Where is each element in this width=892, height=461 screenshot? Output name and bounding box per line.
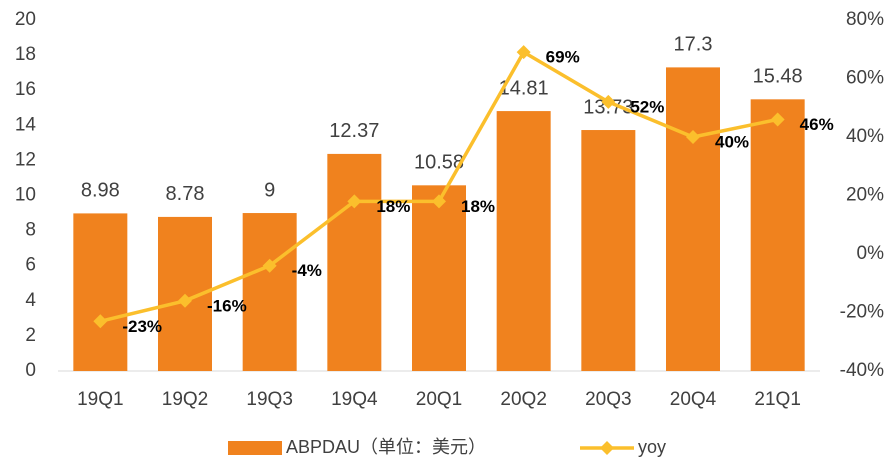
y-tick-label: 20 (15, 9, 36, 30)
bar (581, 130, 636, 371)
line-value-label: 52% (630, 97, 664, 116)
line-marker (432, 194, 446, 209)
line-marker (601, 94, 616, 109)
x-tick-label: 19Q4 (331, 389, 378, 410)
bar (73, 213, 128, 371)
line-value-label: 40% (715, 132, 749, 151)
line-marker (686, 130, 700, 144)
bar-value-label: 12.37 (329, 120, 379, 142)
y-tick-label: 18 (15, 44, 36, 65)
x-tick-label: 19Q3 (246, 389, 292, 410)
bar (666, 67, 720, 371)
bar-value-label: 10.58 (414, 152, 464, 174)
line-value-label: 18% (376, 197, 410, 216)
x-tick-label: 20Q4 (670, 389, 717, 410)
bar-value-label: 17.3 (674, 34, 713, 56)
line-value-label: -16% (207, 296, 247, 315)
line-marker (93, 314, 108, 329)
y-tick-label: 14 (15, 114, 37, 135)
y2-tick-label: -20% (840, 302, 884, 323)
bar (327, 153, 382, 371)
x-tick-label: 19Q1 (77, 389, 123, 410)
line-value-label: -4% (292, 261, 322, 280)
bar-value-label: 9 (264, 179, 275, 201)
line-value-label: 18% (461, 197, 495, 216)
bar (750, 99, 805, 372)
y2-tick-label: 20% (846, 185, 884, 206)
bar (496, 111, 551, 371)
y-tick-label: 0 (25, 360, 36, 381)
legend-swatch (600, 441, 614, 455)
x-tick-label: 19Q2 (162, 389, 208, 410)
bar (242, 213, 297, 371)
line-marker (262, 258, 277, 273)
line-marker (178, 293, 192, 308)
bar-value-label: 8.78 (166, 183, 205, 205)
y-tick-label: 2 (25, 325, 36, 346)
y-tick-label: 16 (15, 79, 36, 100)
line-marker (516, 45, 531, 60)
line-value-label: 69% (546, 48, 580, 67)
x-tick-label: 20Q2 (500, 389, 546, 410)
y2-tick-label: 0% (857, 243, 885, 264)
legend-label: yoy (638, 437, 666, 457)
bar (412, 185, 466, 371)
bar-value-label: 14.81 (499, 77, 549, 99)
x-tick-label: 20Q1 (416, 389, 462, 410)
line-marker (770, 112, 785, 127)
x-tick-label: 20Q3 (585, 389, 631, 410)
y-tick-label: 6 (25, 255, 36, 276)
legend-label: ABPDAU（单位：美元） (286, 437, 486, 457)
y-tick-label: 8 (25, 220, 36, 241)
legend-swatch (228, 441, 282, 455)
y2-tick-label: 40% (846, 126, 884, 147)
bar-value-label: 8.98 (81, 180, 120, 202)
y2-tick-label: 80% (846, 9, 884, 30)
y2-tick-label: -40% (840, 360, 884, 381)
y-tick-label: 10 (15, 185, 36, 206)
line-marker (347, 194, 362, 209)
y-tick-label: 4 (25, 290, 36, 311)
bar-value-label: 15.48 (753, 66, 803, 88)
x-tick-label: 21Q1 (754, 389, 800, 410)
y-tick-label: 12 (15, 149, 36, 170)
line-value-label: -23% (122, 317, 162, 336)
y2-tick-label: 60% (846, 68, 884, 89)
line-value-label: 46% (800, 115, 834, 134)
